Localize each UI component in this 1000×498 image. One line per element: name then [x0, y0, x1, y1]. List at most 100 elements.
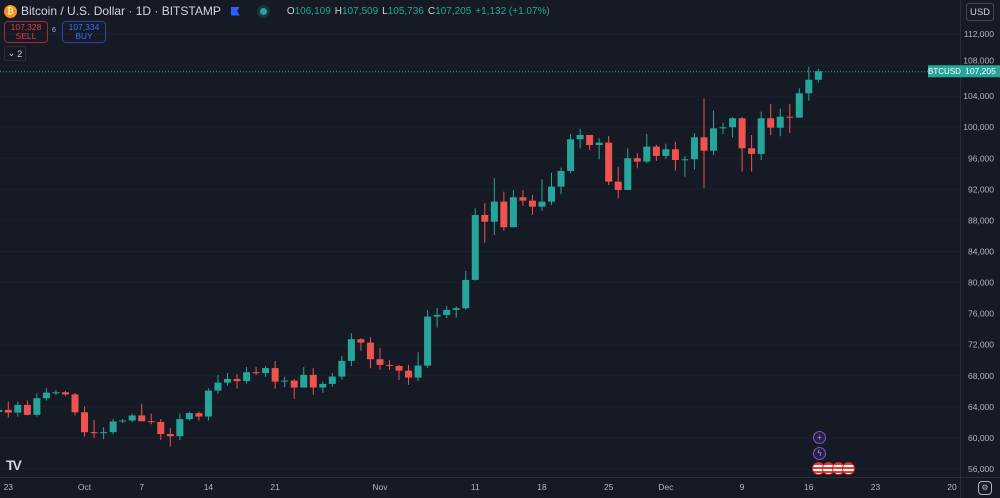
candle[interactable]: [309, 368, 317, 395]
candle[interactable]: [233, 374, 241, 389]
candle[interactable]: [576, 128, 584, 149]
candle[interactable]: [338, 355, 346, 380]
candle[interactable]: [424, 310, 432, 369]
buy-button[interactable]: 107,334 BUY: [62, 21, 106, 43]
candle[interactable]: [33, 393, 41, 417]
price-axis[interactable]: 56,000 60,000 64,000 68,000 72,000 76,000 80,0…: [963, 29, 994, 474]
candle[interactable]: [662, 143, 670, 160]
candle[interactable]: [814, 68, 822, 83]
candle[interactable]: [243, 367, 251, 384]
candle[interactable]: [595, 138, 603, 160]
candle[interactable]: [109, 419, 117, 435]
candle[interactable]: [462, 270, 470, 310]
candle[interactable]: [719, 122, 727, 134]
symbol-title[interactable]: Bitcoin / U.S. Dollar · 1D · BITSTAMP: [21, 4, 221, 18]
candle[interactable]: [23, 400, 31, 416]
candle[interactable]: [481, 203, 489, 243]
candle[interactable]: [357, 338, 365, 351]
candle[interactable]: [414, 352, 422, 382]
candle[interactable]: [471, 208, 479, 281]
candle[interactable]: [643, 133, 651, 164]
candle[interactable]: [700, 98, 708, 189]
candle[interactable]: [52, 389, 60, 395]
candle[interactable]: [690, 133, 698, 170]
candle[interactable]: [452, 306, 460, 318]
candle[interactable]: [500, 191, 508, 231]
candle[interactable]: [262, 366, 270, 377]
time-axis[interactable]: 23 Oct 7 14 21 Nov 11 18 25 Dec 9 16 23 20: [4, 482, 957, 492]
candle[interactable]: [166, 428, 174, 447]
candle[interactable]: [61, 390, 69, 396]
candle[interactable]: [119, 419, 127, 424]
candle[interactable]: [738, 117, 746, 172]
candle[interactable]: [42, 388, 50, 401]
plus-event-icon[interactable]: +: [813, 431, 826, 444]
candle[interactable]: [271, 361, 279, 389]
settings-icon[interactable]: ⚙: [978, 481, 992, 495]
candle[interactable]: [14, 401, 22, 417]
candle[interactable]: [176, 413, 184, 441]
candle[interactable]: [567, 133, 575, 174]
candle[interactable]: [100, 427, 108, 440]
candle[interactable]: [138, 403, 146, 422]
lightning-event-icon[interactable]: ϟ: [813, 447, 826, 460]
candle[interactable]: [729, 117, 737, 138]
candle[interactable]: [366, 337, 374, 369]
candle[interactable]: [757, 111, 765, 160]
candle[interactable]: [557, 167, 565, 195]
candle[interactable]: [519, 190, 527, 206]
currency-button[interactable]: USD: [966, 3, 994, 21]
candle[interactable]: [786, 103, 794, 134]
candle[interactable]: [490, 178, 498, 235]
candle[interactable]: [405, 364, 413, 385]
candle[interactable]: [652, 144, 660, 161]
candle[interactable]: [214, 375, 222, 394]
tradingview-logo[interactable]: TV: [6, 457, 22, 473]
indicators-collapse-button[interactable]: ⌄ 2: [4, 46, 26, 61]
candle[interactable]: [586, 134, 594, 151]
candle[interactable]: [433, 308, 441, 328]
symbol-header[interactable]: ₿ Bitcoin / U.S. Dollar · 1D · BITSTAMP …: [4, 4, 550, 18]
candle[interactable]: [509, 190, 517, 228]
candle[interactable]: [147, 413, 155, 425]
candle[interactable]: [710, 110, 718, 155]
candle[interactable]: [805, 66, 813, 101]
candle[interactable]: [252, 367, 260, 376]
candle[interactable]: [671, 141, 679, 171]
candle[interactable]: [528, 194, 536, 215]
candle[interactable]: [90, 419, 98, 439]
sell-button[interactable]: 107,328 SELL: [4, 21, 48, 43]
candle[interactable]: [681, 155, 689, 177]
candle[interactable]: [605, 135, 613, 186]
candle[interactable]: [328, 373, 336, 387]
candle[interactable]: [624, 148, 632, 190]
flag-icon[interactable]: [230, 6, 240, 16]
us-flag-icon[interactable]: [842, 462, 855, 475]
candle[interactable]: [376, 348, 384, 370]
candle[interactable]: [128, 413, 136, 423]
candle[interactable]: [443, 305, 451, 319]
market-status-icon[interactable]: [259, 7, 267, 15]
candle[interactable]: [81, 406, 89, 437]
candle[interactable]: [614, 166, 622, 199]
candle[interactable]: [300, 367, 308, 388]
candle[interactable]: [223, 373, 231, 386]
candle[interactable]: [71, 392, 79, 416]
candle[interactable]: [0, 408, 3, 413]
candle[interactable]: [548, 172, 556, 205]
candle[interactable]: [767, 103, 775, 136]
candle[interactable]: [395, 364, 403, 380]
candle[interactable]: [319, 381, 327, 393]
candle[interactable]: [290, 378, 298, 399]
candle[interactable]: [4, 401, 12, 418]
candle[interactable]: [633, 153, 641, 169]
candle[interactable]: [795, 88, 803, 118]
candle[interactable]: [347, 333, 355, 367]
candle[interactable]: [386, 360, 393, 370]
candle[interactable]: [281, 376, 289, 388]
candle[interactable]: [748, 134, 756, 172]
candle[interactable]: [204, 388, 212, 421]
candle[interactable]: [776, 108, 784, 137]
candle[interactable]: [157, 419, 165, 440]
